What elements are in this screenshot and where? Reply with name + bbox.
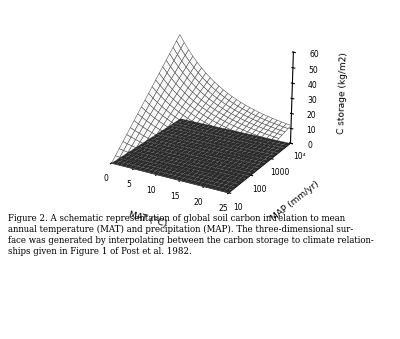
Y-axis label: MAP (mm/yr): MAP (mm/yr) [269,179,320,223]
X-axis label: MAT (°C): MAT (°C) [128,210,168,228]
Text: Figure 2. A schematic representation of global soil carbon in relation to mean
a: Figure 2. A schematic representation of … [8,214,374,256]
